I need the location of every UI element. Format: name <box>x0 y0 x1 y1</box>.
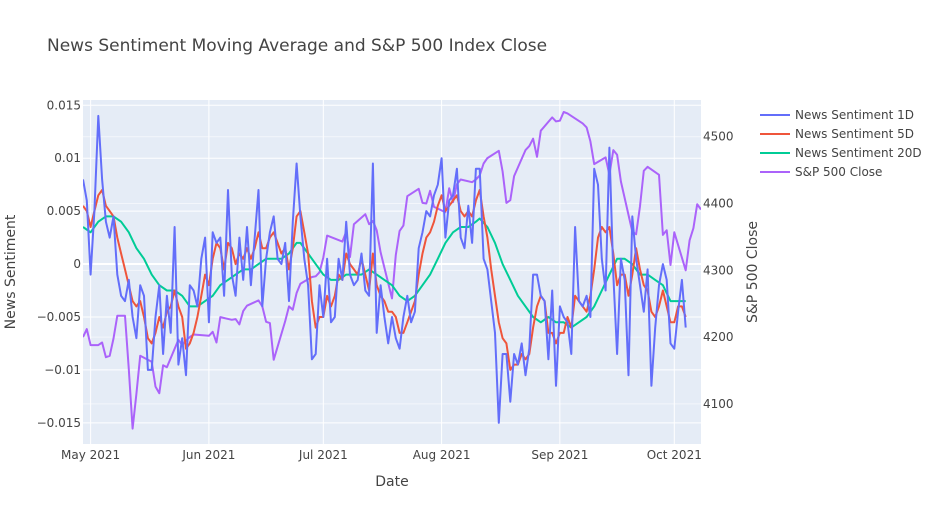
y2-axis-title: S&P 500 Close <box>745 221 761 323</box>
y2-tick-label: 4400 <box>703 197 734 211</box>
y-axis-title: News Sentiment <box>3 214 19 329</box>
series-line-news-sentiment-20d <box>83 215 686 329</box>
x-axis-title: Date <box>375 474 408 490</box>
legend-item-news-sentiment-20d[interactable]: News Sentiment 20D <box>760 146 922 160</box>
legend-label: News Sentiment 1D <box>795 108 914 122</box>
legend-label: News Sentiment 5D <box>795 127 914 141</box>
x-tick-label: Oct 2021 <box>647 448 702 462</box>
y-tick-label: 0 <box>73 257 81 271</box>
x-tick-labels: May 2021 Jun 2021 Jul 2021 Aug 2021 Sep 2021… <box>61 448 702 462</box>
legend[interactable]: News Sentiment 1D News Sentiment 5D News S… <box>760 108 922 179</box>
series-lines <box>83 111 701 430</box>
series-line-news-sentiment-1d <box>83 114 687 424</box>
x-tick-label: Jul 2021 <box>298 448 348 462</box>
legend-item-news-sentiment-5d[interactable]: News Sentiment 5D <box>760 127 914 141</box>
y-tick-label: 0.005 <box>47 204 81 218</box>
x-tick-label: Sep 2021 <box>531 448 588 462</box>
y-tick-label: 0.015 <box>47 98 81 112</box>
x-tick-label: Aug 2021 <box>413 448 471 462</box>
legend-label: News Sentiment 20D <box>795 146 922 160</box>
y-tick-label: −0.015 <box>37 416 81 430</box>
x-tick-label: May 2021 <box>61 448 120 462</box>
series-line-news-sentiment-5d <box>83 189 687 371</box>
legend-item-s-p-500-close[interactable]: S&P 500 Close <box>760 165 882 179</box>
y-tick-label: 0.01 <box>54 151 81 165</box>
y-tick-label: −0.01 <box>44 363 81 377</box>
y2-tick-labels: 4500 4400 4300 4200 4100 <box>703 130 734 411</box>
x-tick-label: Jun 2021 <box>181 448 235 462</box>
legend-label: S&P 500 Close <box>795 165 882 179</box>
y2-tick-label: 4100 <box>703 397 734 411</box>
y-tick-labels: 0.015 0.01 0.005 0 −0.005 −0.01 −0.015 <box>37 98 81 430</box>
chart-title: News Sentiment Moving Average and S&P 50… <box>47 36 547 56</box>
y2-tick-label: 4500 <box>703 130 734 144</box>
plot-area <box>83 100 701 444</box>
y-tick-label: −0.005 <box>37 310 81 324</box>
y2-tick-label: 4300 <box>703 263 734 277</box>
series-line-s-p-500-close <box>83 111 701 430</box>
y2-tick-label: 4200 <box>703 330 734 344</box>
legend-item-news-sentiment-1d[interactable]: News Sentiment 1D <box>760 108 914 122</box>
